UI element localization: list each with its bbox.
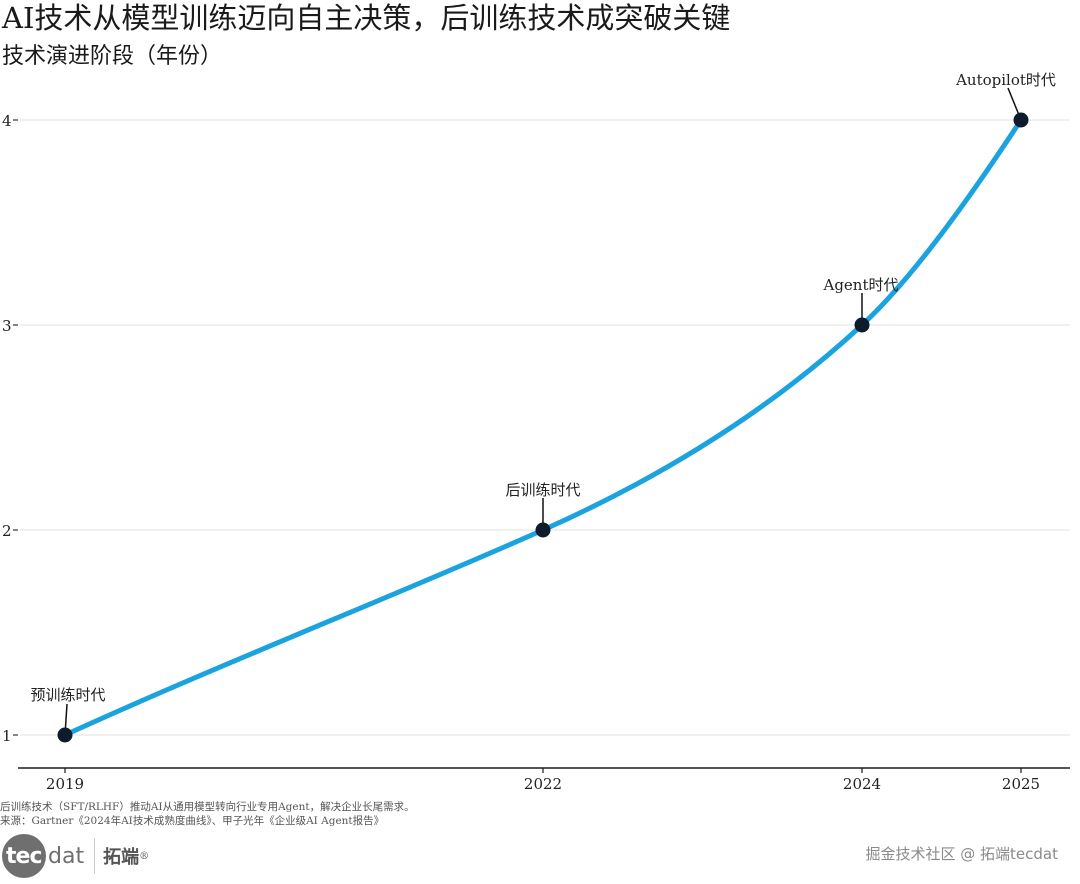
- y-tick-label: 1: [2, 727, 12, 745]
- annotation-label: 后训练时代: [505, 481, 580, 499]
- x-tick-label: 2024: [843, 775, 881, 793]
- tecdat-logo: tec dat 拓端 ®: [2, 832, 149, 880]
- y-axis: 4 3 2 1: [2, 112, 18, 745]
- annotation-label: Agent时代: [822, 276, 898, 294]
- logo-dat: dat: [48, 843, 85, 869]
- watermark: 掘金技术社区 @ 拓端tecdat: [865, 845, 1059, 863]
- y-tick-label: 2: [2, 522, 12, 540]
- source-note: 来源：Gartner《2024年AI技术成熟度曲线》、甲子光年《企业级AI Ag…: [0, 815, 385, 827]
- annotation-label: 预训练时代: [30, 686, 105, 704]
- x-axis: 2019 2022 2024 2025: [18, 767, 1070, 793]
- series-line: [62, 117, 1024, 738]
- footnote: 后训练技术（SFT/RLHF）推动AI从通用模型转向行业专用Agent，解决企业…: [0, 801, 415, 813]
- data-points: [57, 112, 1029, 743]
- gridlines: [20, 119, 1070, 736]
- annotation-leaders: [64, 87, 1022, 736]
- x-tick-label: 2025: [1002, 775, 1040, 793]
- line-chart: 4 3 2 1 2019 2022 2024 2025: [2, 71, 1070, 793]
- registered-icon: ®: [139, 850, 150, 862]
- y-tick-label: 3: [2, 317, 12, 335]
- logo-divider: [94, 838, 96, 874]
- annotation-label: Autopilot时代: [955, 71, 1056, 89]
- x-tick-label: 2019: [46, 775, 84, 793]
- x-tick-label: 2022: [524, 775, 562, 793]
- logo-chinese: 拓端: [103, 847, 140, 868]
- y-tick-label: 4: [2, 112, 12, 130]
- logo-tec: tec: [6, 844, 42, 869]
- data-point[interactable]: [535, 522, 551, 538]
- data-point[interactable]: [57, 727, 73, 743]
- chart-title: AI技术从模型训练迈向自主决策，后训练技术成突破关键: [2, 1, 731, 35]
- chart-subtitle: 技术演进阶段（年份）: [2, 44, 223, 69]
- data-point[interactable]: [1013, 112, 1029, 128]
- data-point[interactable]: [854, 317, 870, 333]
- logo-circle-icon: tec: [2, 834, 46, 878]
